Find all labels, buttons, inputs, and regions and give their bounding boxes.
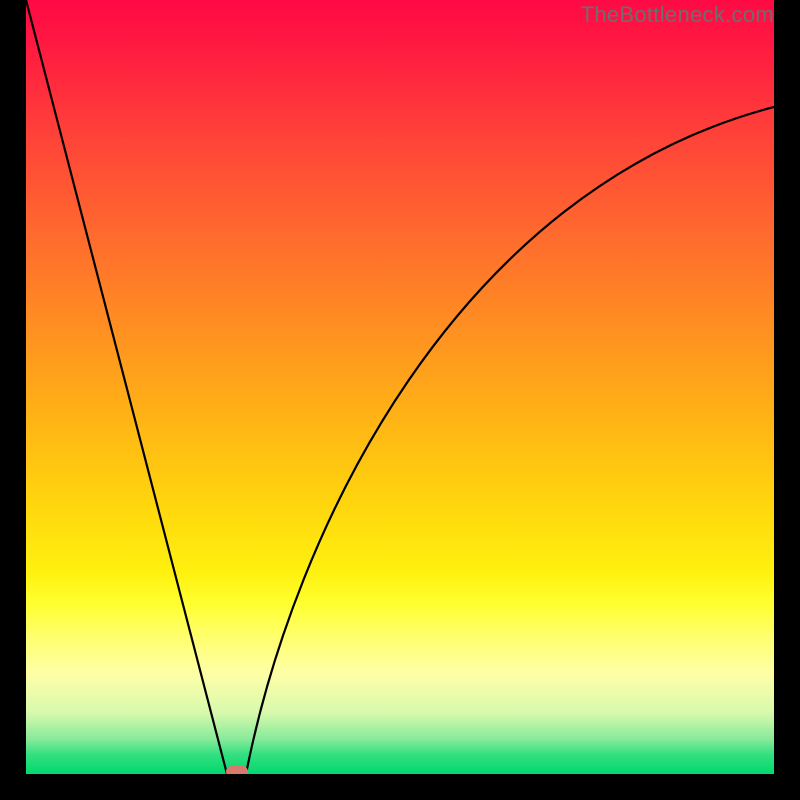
minimum-marker (226, 766, 248, 775)
watermark-text: TheBottleneck.com (581, 2, 774, 28)
curve-layer (26, 0, 774, 774)
plot-area (26, 0, 774, 774)
